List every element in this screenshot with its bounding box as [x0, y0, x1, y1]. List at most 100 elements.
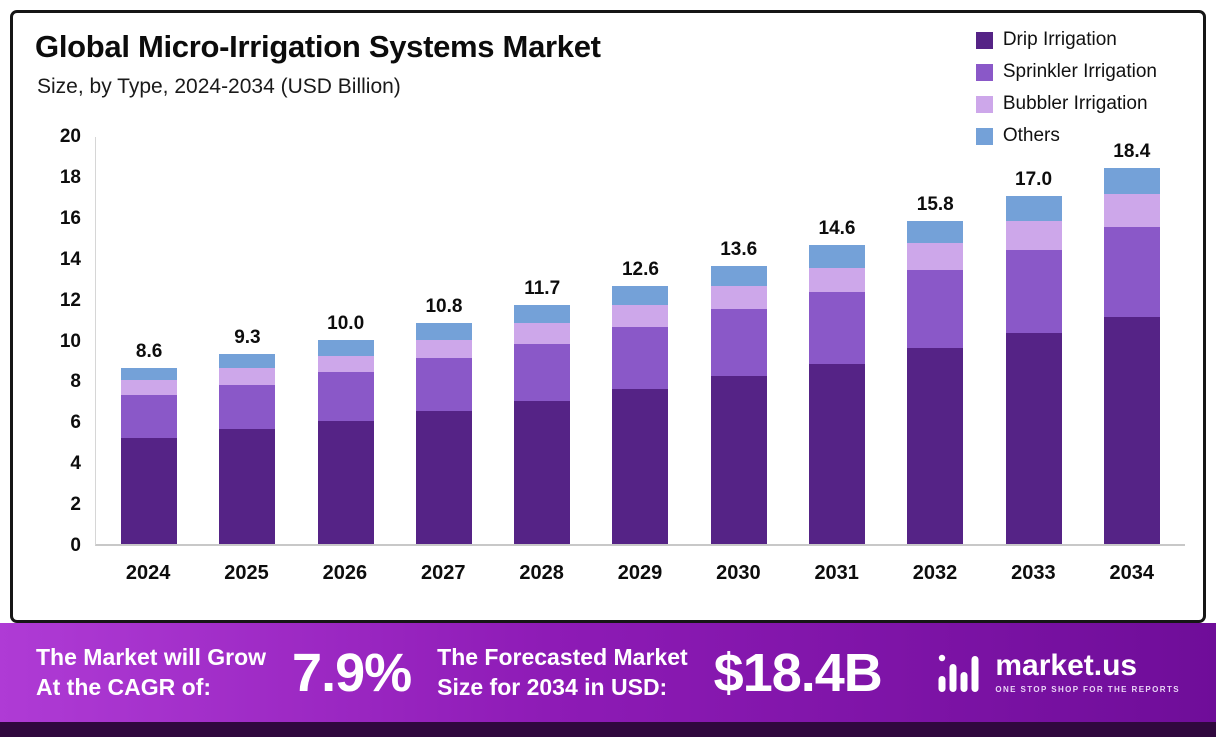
bar-total-label: 14.6	[818, 218, 856, 240]
legend-swatch	[975, 63, 993, 81]
y-tick-label: 10	[59, 330, 81, 352]
chart-card: Global Micro-Irrigation Systems Market S…	[10, 10, 1206, 623]
bar-column: 18.4	[1083, 141, 1181, 544]
legend-item: Bubbler Irrigation	[975, 93, 1157, 115]
legend-item: Others	[975, 125, 1157, 147]
bar-stack	[808, 245, 865, 544]
plot: 8.6 9.3 10.0 10.8 11.7 12.6 13.6 14.6 15.8 17.0 18…	[95, 137, 1185, 546]
bar-stack	[219, 353, 276, 544]
x-axis-label: 2024	[125, 562, 171, 584]
bottom-banner: The Market will Grow At the CAGR of: 7.9…	[0, 623, 1216, 722]
cagr-value: 7.9%	[292, 642, 412, 703]
y-tick-label: 2	[70, 494, 81, 516]
bar-column: 17.0	[984, 169, 1082, 544]
bar-total-label: 11.7	[524, 277, 561, 299]
bar-column: 15.8	[886, 194, 984, 544]
bar-stack	[612, 286, 669, 544]
bar-segment-others	[415, 323, 472, 340]
y-tick-label: 16	[59, 207, 81, 229]
bar-segment-drip-irrigation	[710, 376, 767, 544]
legend-label: Bubbler Irrigation	[1002, 93, 1148, 114]
bar-column: 14.6	[788, 218, 886, 544]
y-tick-label: 4	[70, 453, 81, 475]
bar-column: 10.0	[297, 313, 395, 544]
brand-logo: market.us ONE STOP SHOP FOR THE REPORTS	[937, 651, 1180, 694]
bar-segment-drip-irrigation	[808, 364, 865, 544]
legend-label: Sprinkler Irrigation	[1002, 61, 1157, 82]
bar-total-label: 8.6	[135, 341, 163, 363]
bar-segment-sprinkler-irrigation	[415, 357, 472, 412]
bar-segment-drip-irrigation	[317, 421, 374, 544]
x-axis-label: 2031	[814, 562, 859, 584]
footer-strip	[0, 722, 1216, 737]
x-axis-label: 2034	[1109, 562, 1155, 584]
bar-segment-sprinkler-irrigation	[612, 327, 669, 389]
legend-label: Drip Irrigation	[1002, 29, 1117, 50]
bar-segment-bubbler-irrigation	[121, 380, 178, 395]
x-axis-label: 2026	[322, 562, 368, 584]
bar-segment-drip-irrigation	[612, 388, 669, 544]
bar-column: 8.6	[100, 341, 198, 544]
legend-item: Sprinkler Irrigation	[975, 61, 1157, 83]
bar-segment-others	[907, 220, 964, 244]
y-tick-label: 8	[70, 371, 81, 393]
y-tick-label: 20	[59, 126, 81, 147]
bar-total-label: 10.8	[425, 296, 463, 318]
bar-segment-sprinkler-irrigation	[514, 343, 571, 401]
cagr-label-line2: At the CAGR of:	[36, 673, 212, 700]
bar-segment-drip-irrigation	[121, 437, 178, 544]
bar-column: 10.8	[395, 296, 493, 544]
legend-label: Others	[1002, 125, 1060, 146]
forecast-label-line1: The Forecasted Market	[437, 644, 688, 671]
bar-total-label: 17.0	[1015, 169, 1053, 191]
bar-segment-drip-irrigation	[907, 347, 964, 544]
x-axis-label: 2033	[1011, 562, 1056, 584]
bar-segment-bubbler-irrigation	[514, 323, 571, 344]
bar-total-label: 13.6	[720, 238, 758, 260]
y-tick-label: 6	[70, 412, 81, 434]
bar-segment-sprinkler-irrigation	[317, 372, 374, 422]
marketus-logo-icon	[938, 654, 979, 692]
bar-total-label: 10.0	[327, 312, 365, 334]
forecast-label-line2: Size for 2034 in USD:	[437, 673, 668, 700]
bar-stack	[1103, 167, 1160, 544]
bar-segment-sprinkler-irrigation	[808, 292, 865, 365]
bar-segment-drip-irrigation	[514, 400, 571, 544]
bar-segment-others	[514, 304, 571, 324]
bar-segment-others	[612, 286, 669, 305]
bar-stack	[121, 368, 178, 544]
x-axis-label: 2029	[617, 562, 663, 584]
bar-segment-others	[808, 245, 865, 268]
cagr-label: The Market will Grow At the CAGR of:	[36, 643, 266, 702]
x-axis-label: 2032	[912, 562, 958, 584]
bar-stack	[317, 339, 374, 544]
bar-segment-sprinkler-irrigation	[121, 394, 178, 438]
page-subtitle: Size, by Type, 2024-2034 (USD Billion)	[37, 75, 401, 98]
x-axis-label: 2030	[716, 562, 761, 584]
bar-total-label: 12.6	[621, 259, 659, 281]
legend-item: Drip Irrigation	[975, 29, 1157, 51]
bar-stack	[1005, 196, 1062, 544]
bar-segment-bubbler-irrigation	[1103, 194, 1160, 228]
bar-segment-others	[121, 368, 178, 381]
bar-segment-sprinkler-irrigation	[1103, 227, 1160, 318]
y-tick-label: 18	[59, 166, 81, 188]
x-axis-label: 2028	[519, 562, 564, 584]
x-axis-label: 2025	[224, 562, 269, 584]
bar-column: 9.3	[198, 327, 296, 544]
legend-swatch	[975, 95, 993, 113]
bar-column: 12.6	[591, 259, 689, 544]
bar-total-label: 15.8	[916, 193, 954, 215]
bar-segment-bubbler-irrigation	[612, 304, 669, 328]
x-axis-spacer	[39, 562, 95, 585]
legend-swatch	[975, 127, 993, 145]
bar-segment-drip-irrigation	[415, 411, 472, 544]
forecast-value: $18.4B	[713, 642, 883, 703]
bar-segment-sprinkler-irrigation	[907, 269, 964, 348]
bar-segment-others	[710, 265, 767, 287]
brand-name: market.us	[995, 649, 1138, 682]
bar-segment-sprinkler-irrigation	[1005, 249, 1062, 334]
bar-segment-drip-irrigation	[1103, 317, 1160, 544]
brand-tagline: ONE STOP SHOP FOR THE REPORTS	[995, 685, 1180, 694]
bar-segment-bubbler-irrigation	[415, 339, 472, 358]
